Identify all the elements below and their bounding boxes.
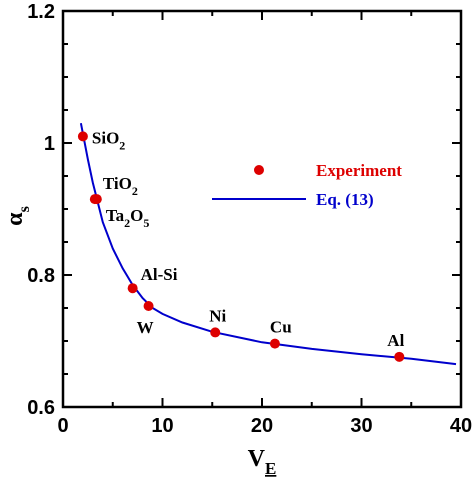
point-label: TiO2 (103, 174, 138, 198)
legend-label-eq13: Eq. (13) (316, 190, 374, 209)
y-axis-title: αs (2, 206, 33, 226)
data-point (77, 131, 88, 142)
y-tick-label: 1.2 (27, 1, 55, 23)
point-label-text: Cu (270, 318, 292, 337)
data-point (143, 301, 154, 312)
data-point (210, 327, 221, 338)
point-label-text: SiO (92, 128, 119, 147)
point-label: Ni (209, 306, 226, 325)
x-tick-label: 0 (57, 415, 68, 437)
point-label-subscript: 2 (132, 184, 138, 198)
point-label: Ta2O5 (106, 206, 150, 230)
point-label-text: Al (387, 331, 404, 350)
point-label-subscript: 2 (124, 216, 130, 230)
point-label-subscript: 5 (143, 216, 149, 230)
y-tick-label: 0.6 (27, 397, 55, 419)
data-point (91, 194, 102, 205)
point-label-text: TiO (103, 174, 132, 193)
point-label-text: Ta (106, 206, 125, 225)
x-axis-title-main: V (248, 446, 266, 472)
y-tick-label: 0.8 (27, 265, 55, 287)
point-label: W (137, 318, 154, 337)
point-label: Cu (270, 318, 292, 337)
legend-label-experiment: Experiment (316, 161, 402, 180)
point-label: Al-Si (141, 265, 178, 284)
point-label: SiO2 (92, 128, 125, 152)
y-tick-label: 1 (44, 133, 55, 155)
legend: Experiment Eq. (13) (212, 161, 402, 209)
point-layer (77, 131, 405, 362)
x-tick-label: 40 (450, 415, 472, 437)
x-axis-title-sub: E (265, 459, 276, 478)
point-label-text: Al-Si (141, 265, 178, 284)
point-label-text: O (130, 206, 143, 225)
point-label-subscript: 2 (119, 138, 125, 152)
x-axis-title: VE (248, 446, 277, 478)
legend-marker-experiment (254, 165, 264, 175)
x-tick-label: 10 (151, 415, 173, 437)
data-point (394, 351, 405, 362)
y-axis-title-main: α (2, 212, 28, 226)
point-label-text: Ni (209, 306, 226, 325)
point-label: Al (387, 331, 404, 350)
data-point (127, 283, 138, 294)
y-axis-title-sub: s (16, 206, 33, 212)
point-label-text: W (137, 318, 154, 337)
axis-ticks (62, 10, 462, 408)
tick-labels: 0 10 20 30 40 0.6 0.8 1 1.2 (27, 1, 472, 437)
data-point (269, 338, 280, 349)
x-tick-label: 30 (350, 415, 372, 437)
x-tick-label: 20 (251, 415, 273, 437)
